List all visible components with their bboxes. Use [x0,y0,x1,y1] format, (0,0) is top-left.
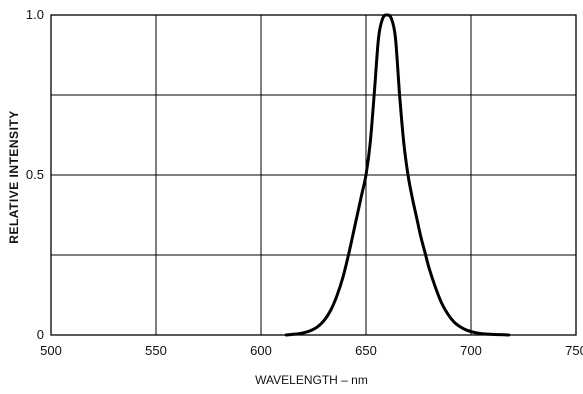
x-tick-label: 700 [460,343,482,358]
y-tick-label: 0.5 [26,167,44,182]
x-tick-label: 650 [355,343,377,358]
x-tick-label: 550 [145,343,167,358]
tick-labels: 500 550 600 650 700 750 0 0.5 1.0 [26,7,583,358]
x-tick-label: 500 [40,343,62,358]
x-tick-label: 750 [565,343,583,358]
y-tick-label: 0 [37,327,44,342]
x-tick-label: 600 [250,343,272,358]
grid-lines [51,15,576,335]
x-axis-title: WAVELENGTH – nm [255,373,368,387]
y-tick-label: 1.0 [26,7,44,22]
y-axis-title: RELATIVE INTENSITY [7,110,21,243]
